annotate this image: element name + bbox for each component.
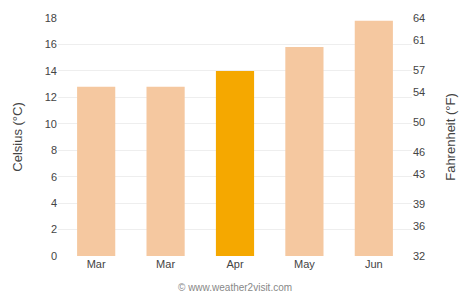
svg-text:54: 54 (413, 86, 425, 98)
svg-text:14: 14 (45, 65, 57, 77)
svg-text:Celsius (°C): Celsius (°C) (10, 102, 25, 171)
svg-text:Mar: Mar (156, 258, 175, 270)
svg-text:36: 36 (413, 220, 425, 232)
svg-text:46: 46 (413, 146, 425, 158)
svg-text:8: 8 (51, 144, 57, 156)
svg-text:May: May (294, 258, 315, 270)
svg-text:61: 61 (413, 34, 425, 46)
svg-text:Mar: Mar (87, 258, 106, 270)
svg-text:Apr: Apr (226, 258, 243, 270)
svg-text:57: 57 (413, 64, 425, 76)
svg-text:32: 32 (413, 250, 425, 262)
svg-text:12: 12 (45, 91, 57, 103)
svg-text:50: 50 (413, 116, 425, 128)
svg-text:64: 64 (413, 12, 425, 24)
svg-text:© www.weather2visit.com: © www.weather2visit.com (178, 282, 292, 293)
svg-text:Fahrenheit (°F): Fahrenheit (°F) (443, 93, 458, 181)
svg-text:43: 43 (413, 168, 425, 180)
svg-text:39: 39 (413, 198, 425, 210)
svg-text:16: 16 (45, 38, 57, 50)
svg-text:Jun: Jun (365, 258, 383, 270)
svg-text:2: 2 (51, 223, 57, 235)
svg-text:18: 18 (45, 12, 57, 24)
svg-text:4: 4 (51, 197, 57, 209)
svg-text:10: 10 (45, 118, 57, 130)
svg-text:0: 0 (51, 250, 57, 262)
svg-text:6: 6 (51, 171, 57, 183)
